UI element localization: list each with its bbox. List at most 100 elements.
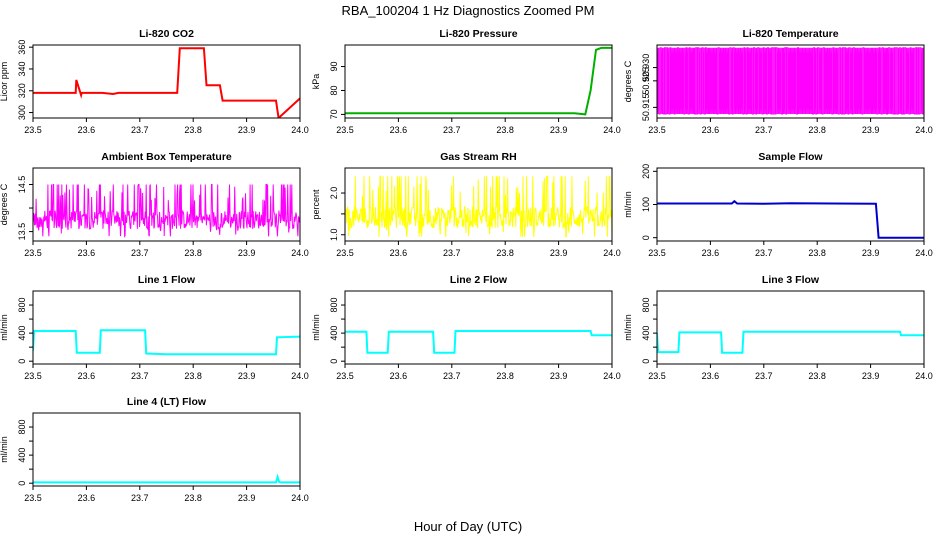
x-tick-label: 23.7 [755, 371, 773, 381]
x-tick-label: 24.0 [291, 493, 309, 503]
x-tick-label: 23.6 [390, 248, 408, 258]
panel-1: Li-820 CO2 Licor ppm 23.5 23.6 23.7 23.8 23.9 2… [0, 28, 309, 135]
y-tick-label: 0 [641, 235, 651, 240]
x-tick-label: 23.5 [24, 493, 42, 503]
x-tick-label: 24.0 [291, 248, 309, 258]
x-tick-label: 24.0 [915, 371, 933, 381]
panel-title: Line 3 Flow [762, 274, 820, 286]
plot-frame [344, 290, 613, 365]
panel-9: Line 3 Flow ml/min 23.5 23.6 23.7 23.8 23.9 24.… [623, 274, 933, 381]
plot-frame [32, 412, 301, 487]
panel-title: Li-820 Pressure [439, 28, 517, 40]
x-tick-label: 24.0 [915, 248, 933, 258]
y-tick-label: 90 [329, 62, 339, 72]
x-tick-label: 23.9 [550, 248, 568, 258]
plot-frame [656, 290, 925, 365]
x-tick-label: 23.7 [131, 125, 149, 135]
y-tick-label: 400 [641, 326, 651, 341]
panel-title: Line 2 Flow [450, 274, 508, 286]
plot-frame [344, 167, 613, 242]
x-tick-label: 23.7 [755, 125, 773, 135]
plot-frame [656, 44, 925, 119]
panel-title: Gas Stream RH [440, 151, 516, 163]
x-tick-label: 23.8 [184, 493, 202, 503]
x-tick-label: 24.0 [291, 371, 309, 381]
plot-frame [344, 44, 613, 119]
x-tick-label: 23.8 [808, 125, 826, 135]
panel-title: Line 1 Flow [138, 274, 196, 286]
x-tick-label: 23.6 [702, 248, 720, 258]
x-tick-label: 23.5 [336, 248, 354, 258]
x-tick-label: 23.5 [24, 371, 42, 381]
y-tick-label: 70 [329, 109, 339, 119]
y-tick-label: 340 [17, 61, 27, 76]
x-tick-label: 23.7 [443, 248, 461, 258]
y-axis-label: percent [311, 189, 321, 220]
x-tick-label: 23.8 [496, 371, 514, 381]
x-tick-label: 23.9 [238, 248, 256, 258]
x-tick-label: 23.8 [184, 125, 202, 135]
y-tick-label: 360 [17, 40, 27, 55]
x-tick-label: 23.8 [184, 248, 202, 258]
x-tick-label: 24.0 [603, 248, 621, 258]
y-tick-label: 800 [17, 298, 27, 313]
y-axis-label: degrees C [623, 60, 633, 102]
plot-frame [32, 44, 301, 119]
y-tick-label: 800 [329, 298, 339, 313]
series-line [345, 175, 612, 238]
panel-10: Line 4 (LT) Flow ml/min 23.5 23.6 23.7 23.8 23… [0, 396, 309, 503]
x-tick-label: 23.5 [648, 125, 666, 135]
panel-4: Ambient Box Temperature degrees C 23.5 23.6… [0, 151, 309, 258]
panel-8: Line 2 Flow ml/min 23.5 23.6 23.7 23.8 23.9 24.… [311, 274, 621, 381]
y-tick-label: 1.0 [329, 228, 339, 241]
series-line [33, 47, 300, 118]
x-tick-label: 23.7 [755, 248, 773, 258]
x-tick-label: 23.9 [550, 125, 568, 135]
x-tick-label: 23.6 [702, 371, 720, 381]
x-tick-label: 24.0 [603, 125, 621, 135]
x-tick-label: 23.9 [238, 125, 256, 135]
panel-title: Ambient Box Temperature [101, 151, 232, 163]
series-line [345, 46, 612, 116]
x-tick-label: 23.6 [78, 248, 96, 258]
y-tick-label: 100 [641, 197, 651, 212]
x-tick-label: 23.8 [184, 371, 202, 381]
y-axis-label: degrees C [0, 183, 9, 225]
y-tick-label: 2.0 [329, 187, 339, 200]
x-tick-label: 23.7 [131, 371, 149, 381]
series-line [657, 330, 924, 354]
y-axis-label: ml/min [623, 191, 633, 218]
plot-frame [32, 167, 301, 242]
y-tick-label: 300 [17, 105, 27, 120]
x-tick-label: 24.0 [291, 125, 309, 135]
panel-title: Sample Flow [758, 151, 823, 163]
series-line [33, 184, 300, 238]
y-tick-label: 0 [329, 359, 339, 364]
y-tick-label: 400 [17, 448, 27, 463]
figure-xlabel: Hour of Day (UTC) [414, 519, 522, 534]
y-tick-label: 320 [17, 83, 27, 98]
panel-title: Li-820 CO2 [139, 28, 194, 40]
x-tick-label: 23.6 [390, 125, 408, 135]
y-tick-label: 400 [329, 326, 339, 341]
x-tick-label: 23.7 [443, 371, 461, 381]
x-tick-label: 23.6 [78, 493, 96, 503]
x-tick-label: 23.9 [550, 371, 568, 381]
y-axis-label: ml/min [311, 314, 321, 341]
x-tick-label: 23.9 [238, 371, 256, 381]
y-axis-label: ml/min [623, 314, 633, 341]
panel-2: Li-820 Pressure kPa 23.5 23.6 23.7 23.8 23.9 24… [311, 28, 621, 135]
y-axis-label: kPa [311, 74, 321, 90]
x-tick-label: 23.9 [862, 125, 880, 135]
y-tick-label: 50.915 [641, 94, 651, 122]
series-line [33, 329, 300, 356]
y-tick-label: 800 [641, 298, 651, 313]
x-tick-label: 23.5 [336, 125, 354, 135]
series-line [33, 473, 300, 484]
x-tick-label: 23.9 [862, 248, 880, 258]
x-tick-label: 23.9 [238, 493, 256, 503]
y-tick-label: 800 [17, 420, 27, 435]
x-tick-label: 23.9 [862, 371, 880, 381]
